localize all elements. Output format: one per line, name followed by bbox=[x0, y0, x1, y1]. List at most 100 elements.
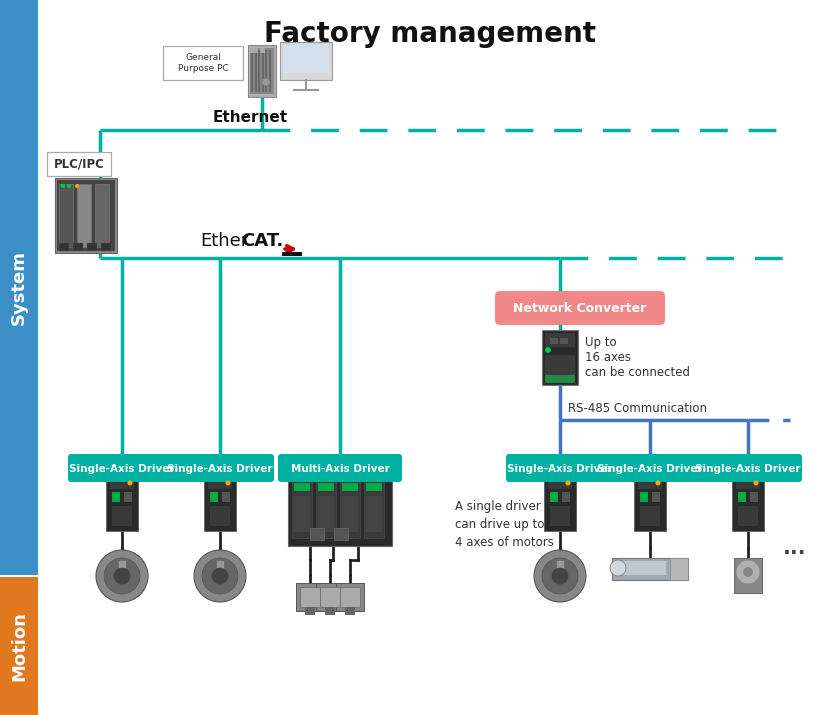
Bar bbox=[294, 483, 310, 491]
FancyBboxPatch shape bbox=[166, 454, 274, 482]
Circle shape bbox=[67, 184, 71, 188]
Bar bbox=[305, 607, 315, 615]
Bar bbox=[260, 48, 265, 53]
Bar bbox=[560, 338, 568, 344]
Bar bbox=[251, 50, 253, 92]
Bar bbox=[106, 476, 138, 531]
Bar bbox=[340, 587, 360, 607]
Bar bbox=[320, 587, 340, 607]
FancyBboxPatch shape bbox=[163, 46, 243, 80]
Bar bbox=[542, 330, 578, 385]
FancyBboxPatch shape bbox=[68, 454, 176, 482]
Bar bbox=[261, 50, 264, 92]
Bar bbox=[265, 50, 267, 92]
Bar bbox=[550, 338, 558, 344]
Bar bbox=[550, 492, 558, 502]
Bar bbox=[250, 48, 274, 94]
Bar bbox=[216, 560, 224, 576]
Bar bbox=[59, 184, 73, 247]
Text: Factory management: Factory management bbox=[264, 20, 596, 48]
Bar bbox=[0, 577, 38, 715]
Bar bbox=[634, 476, 666, 531]
Bar bbox=[562, 492, 570, 502]
Bar bbox=[255, 50, 256, 92]
Bar bbox=[652, 492, 660, 502]
Text: System: System bbox=[10, 250, 28, 325]
Bar bbox=[95, 184, 109, 247]
Bar bbox=[342, 496, 358, 532]
Bar bbox=[318, 483, 334, 491]
Text: General
Purpose PC: General Purpose PC bbox=[177, 54, 229, 73]
Bar bbox=[292, 480, 312, 538]
Bar bbox=[112, 492, 120, 502]
Bar bbox=[732, 476, 764, 531]
Bar bbox=[548, 479, 572, 489]
Circle shape bbox=[534, 550, 586, 602]
Bar bbox=[269, 50, 270, 92]
Text: A single driver
can drive up to
4 axes of motors: A single driver can drive up to 4 axes o… bbox=[455, 500, 554, 549]
Circle shape bbox=[202, 558, 238, 594]
Text: Single-Axis Driver: Single-Axis Driver bbox=[69, 463, 175, 473]
Bar bbox=[110, 479, 134, 489]
Circle shape bbox=[96, 550, 148, 602]
Bar bbox=[612, 558, 688, 580]
Bar bbox=[310, 528, 324, 540]
Bar bbox=[640, 492, 648, 502]
Bar bbox=[336, 583, 364, 611]
Bar bbox=[124, 492, 132, 502]
Bar bbox=[258, 50, 260, 92]
Bar bbox=[57, 180, 115, 251]
Bar bbox=[204, 476, 236, 531]
Circle shape bbox=[194, 550, 246, 602]
Circle shape bbox=[655, 480, 660, 485]
Bar bbox=[366, 496, 382, 532]
Bar bbox=[118, 560, 126, 576]
Bar bbox=[296, 583, 324, 611]
Bar bbox=[738, 506, 758, 526]
Bar bbox=[670, 558, 688, 580]
Bar bbox=[640, 506, 660, 526]
Bar bbox=[282, 252, 302, 256]
Bar bbox=[345, 607, 355, 615]
Bar bbox=[545, 375, 575, 383]
Text: ...: ... bbox=[783, 538, 807, 558]
Bar bbox=[550, 506, 570, 526]
Text: Single-Axis Driver: Single-Axis Driver bbox=[597, 463, 702, 473]
Text: Single-Axis Driver: Single-Axis Driver bbox=[167, 463, 273, 473]
FancyBboxPatch shape bbox=[47, 152, 111, 176]
Circle shape bbox=[61, 184, 65, 188]
Bar bbox=[334, 528, 348, 540]
Bar bbox=[544, 476, 576, 531]
FancyBboxPatch shape bbox=[596, 454, 704, 482]
Text: Up to
16 axes
can be connected: Up to 16 axes can be connected bbox=[585, 336, 690, 379]
Text: Motion: Motion bbox=[10, 611, 28, 681]
Circle shape bbox=[262, 78, 270, 86]
Bar bbox=[208, 479, 232, 489]
Text: CAT.: CAT. bbox=[241, 232, 283, 250]
Circle shape bbox=[212, 568, 228, 584]
Bar bbox=[364, 480, 384, 538]
Bar bbox=[556, 560, 564, 576]
Circle shape bbox=[75, 184, 79, 188]
Bar bbox=[318, 496, 334, 532]
Circle shape bbox=[104, 558, 140, 594]
Text: RS-485 Communication: RS-485 Communication bbox=[568, 402, 707, 415]
Bar bbox=[300, 587, 320, 607]
Bar bbox=[101, 243, 111, 251]
FancyBboxPatch shape bbox=[495, 291, 665, 325]
Text: Ethernet: Ethernet bbox=[212, 110, 287, 125]
Bar bbox=[87, 243, 97, 251]
Bar bbox=[738, 492, 746, 502]
Text: Single-Axis Driver: Single-Axis Driver bbox=[695, 463, 801, 473]
Circle shape bbox=[743, 567, 753, 577]
FancyBboxPatch shape bbox=[694, 454, 802, 482]
Bar bbox=[545, 333, 575, 347]
Bar bbox=[250, 48, 258, 53]
Bar bbox=[73, 243, 83, 251]
Circle shape bbox=[552, 568, 568, 584]
Bar bbox=[638, 479, 662, 489]
Bar bbox=[77, 184, 91, 247]
Bar bbox=[316, 583, 344, 611]
Text: Network Converter: Network Converter bbox=[514, 302, 646, 315]
Text: Multi-Axis Driver: Multi-Axis Driver bbox=[291, 463, 389, 473]
